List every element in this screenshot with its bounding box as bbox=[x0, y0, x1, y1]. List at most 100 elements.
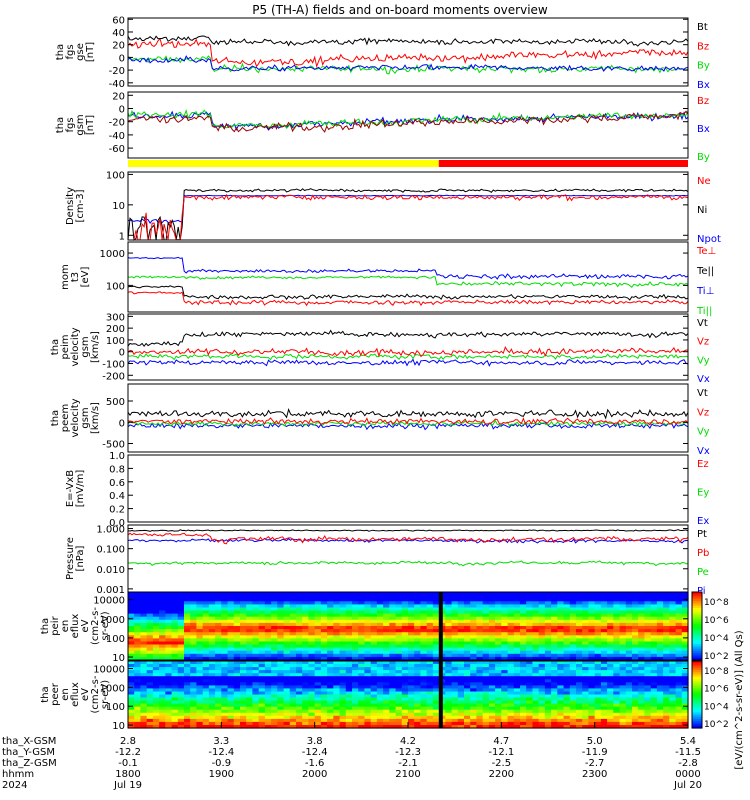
spectrogram-cell bbox=[215, 688, 222, 692]
spectrogram-cell bbox=[333, 619, 341, 624]
legend-entry: Pe bbox=[697, 567, 709, 578]
spectrogram-cell bbox=[221, 592, 229, 596]
spectrogram-cell bbox=[383, 622, 390, 627]
spectrogram-cell bbox=[445, 653, 453, 658]
spectrogram-cell bbox=[171, 721, 179, 726]
spectrogram-cell bbox=[159, 700, 166, 705]
spectrogram-cell bbox=[408, 635, 415, 639]
spectrogram-cell bbox=[457, 682, 465, 686]
spectrogram-cell bbox=[619, 706, 627, 711]
spectrogram-cell bbox=[482, 613, 490, 618]
spectrogram-cell bbox=[482, 691, 490, 696]
spectrogram-cell bbox=[177, 638, 185, 643]
spectrogram-cell bbox=[501, 638, 509, 643]
spectrogram-cell bbox=[557, 641, 565, 646]
spectrogram-cell bbox=[563, 632, 571, 636]
spectrogram-cell bbox=[464, 619, 471, 624]
spectrogram-cell bbox=[333, 715, 341, 720]
colorbar-step bbox=[692, 644, 702, 647]
spectrogram-cell bbox=[551, 703, 558, 708]
spectrogram-cell bbox=[215, 694, 222, 699]
spectrogram-cell bbox=[507, 644, 515, 649]
spectrogram-cell bbox=[544, 721, 552, 726]
spectrogram-cell bbox=[208, 610, 216, 615]
spectrogram-cell bbox=[675, 712, 683, 717]
spectrogram-cell bbox=[632, 644, 639, 649]
spectrogram-cell bbox=[501, 679, 509, 683]
spectrogram-cell bbox=[134, 725, 141, 729]
spectrogram-cell bbox=[638, 635, 645, 639]
spectrogram-cell bbox=[184, 673, 191, 677]
spectrogram-cell bbox=[345, 622, 353, 627]
spectrogram-cell bbox=[159, 647, 166, 652]
spectrogram-cell bbox=[408, 706, 415, 711]
spectrogram-cell bbox=[532, 715, 540, 720]
spectrogram-cell bbox=[414, 626, 421, 630]
spectrogram-cell bbox=[663, 604, 670, 609]
spectrogram-cell bbox=[296, 647, 303, 652]
spectrogram-cell bbox=[632, 616, 639, 621]
spectrogram-cell bbox=[258, 691, 266, 696]
spectrogram-cell bbox=[663, 718, 670, 723]
spectrogram-cell bbox=[619, 653, 627, 658]
spectrogram-cell bbox=[140, 697, 148, 702]
spectrogram-cell bbox=[240, 644, 247, 649]
spectrogram-cell bbox=[426, 673, 434, 677]
spectrogram-cell bbox=[420, 656, 428, 661]
spectrogram-cell bbox=[165, 604, 173, 609]
spectrogram-cell bbox=[221, 697, 229, 702]
spectrogram-cell bbox=[177, 653, 185, 658]
spectrogram-cell bbox=[656, 664, 664, 668]
spectrogram-cell bbox=[308, 647, 316, 652]
spectrogram-cell bbox=[190, 721, 197, 726]
spectrogram-cell bbox=[233, 718, 241, 723]
spectrogram-cell bbox=[432, 706, 440, 711]
spectrogram-cell bbox=[507, 685, 515, 689]
spectrogram-cell bbox=[432, 607, 440, 612]
spectrogram-cell bbox=[264, 661, 272, 665]
spectrogram-cell bbox=[196, 682, 204, 686]
spectrogram-cell bbox=[563, 682, 571, 686]
spectrogram-cell bbox=[681, 613, 689, 618]
spectrogram-cell bbox=[395, 682, 403, 686]
spectrogram-cell bbox=[302, 725, 309, 729]
spectrogram-cell bbox=[426, 685, 434, 689]
spectrogram-cell bbox=[576, 610, 583, 615]
spectrogram-cell bbox=[283, 688, 291, 692]
spectrogram-cell bbox=[582, 641, 589, 646]
spectrogram-cell bbox=[215, 676, 222, 680]
y-axis-label: tha bbox=[40, 686, 51, 702]
spectrogram-cell bbox=[451, 607, 459, 612]
spectrogram-cell bbox=[277, 619, 285, 624]
spectrogram-cell bbox=[177, 647, 185, 652]
spectrogram-cell bbox=[264, 641, 272, 646]
spectrogram-cell bbox=[451, 721, 459, 726]
spectrogram-cell bbox=[320, 592, 328, 596]
spectrogram-cell bbox=[146, 647, 154, 652]
spectrogram-cell bbox=[638, 697, 645, 702]
spectrogram-cell bbox=[208, 679, 216, 683]
spectrogram-cell bbox=[638, 712, 645, 717]
spectrogram-cell bbox=[165, 661, 173, 665]
spectrogram-cell bbox=[190, 673, 197, 677]
spectrogram-cell bbox=[632, 622, 639, 627]
spectrogram-cell bbox=[638, 638, 645, 643]
spectrogram-cell bbox=[271, 676, 278, 680]
spectrogram-cell bbox=[389, 721, 397, 726]
spectrogram-cell bbox=[520, 670, 527, 674]
spectrogram-cell bbox=[544, 661, 552, 665]
spectrogram-cell bbox=[426, 694, 434, 699]
spectrogram-cell bbox=[277, 694, 285, 699]
spectrogram-cell bbox=[177, 673, 185, 677]
spectrogram-cell bbox=[663, 644, 670, 649]
spectrogram-cell bbox=[345, 653, 353, 658]
spectrogram-cell bbox=[202, 601, 210, 605]
spectrogram-cell bbox=[613, 700, 621, 705]
spectrogram-cell bbox=[246, 703, 253, 708]
spectrogram-cell bbox=[233, 619, 241, 624]
spectrogram-cell bbox=[538, 613, 546, 618]
spectrogram-cell bbox=[557, 673, 565, 677]
spectrogram-cell bbox=[582, 610, 589, 615]
spectrogram-cell bbox=[401, 616, 409, 621]
